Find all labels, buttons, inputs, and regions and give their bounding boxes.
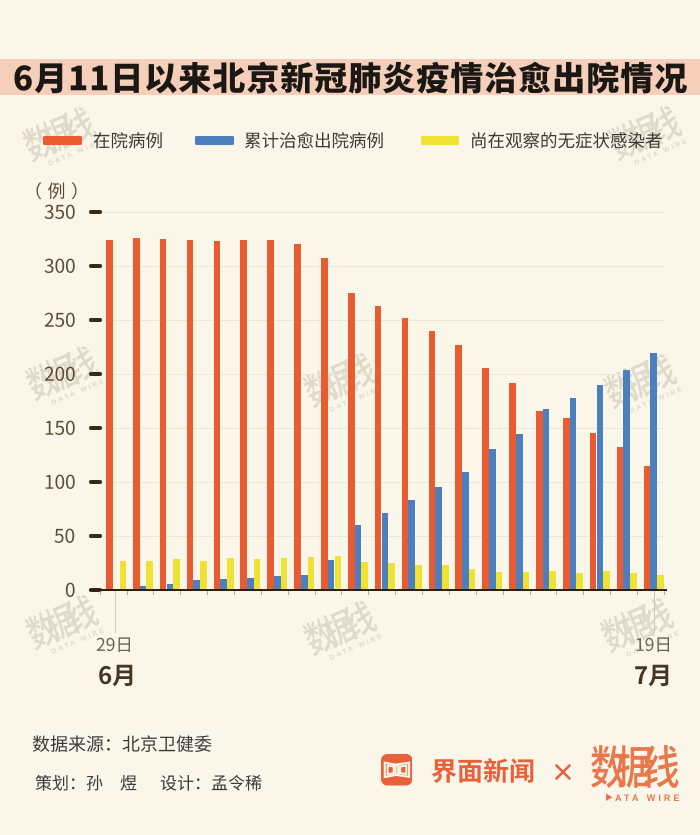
svg-text:ATA WIRE: ATA WIRE (615, 793, 683, 803)
